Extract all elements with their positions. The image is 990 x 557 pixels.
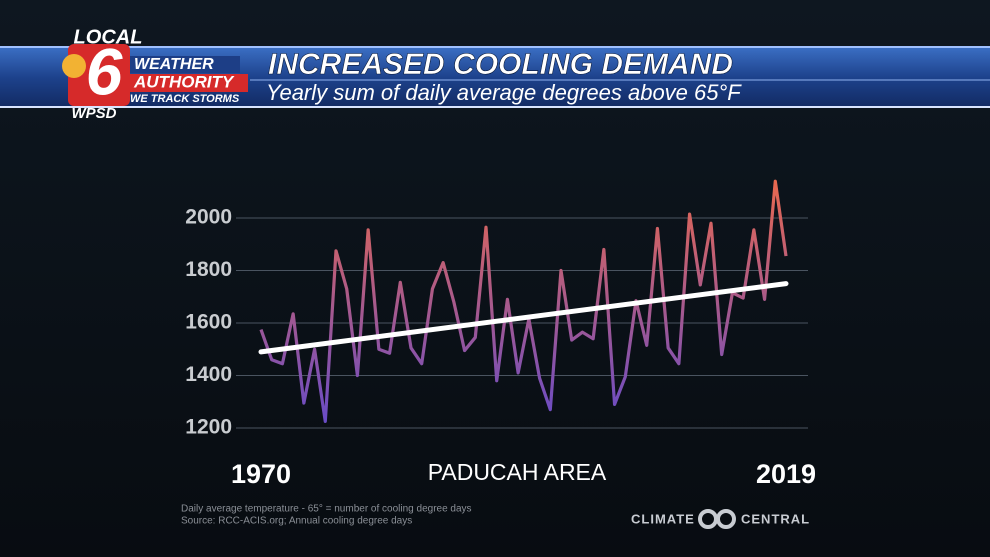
chart-title: INCREASED COOLING DEMAND	[268, 48, 733, 81]
y-tick-label: 1600	[185, 311, 232, 334]
credit-logo: CLIMATE CENTRAL	[631, 509, 810, 529]
y-tick-label: 1400	[185, 363, 232, 386]
credit-text: CENTRAL	[741, 511, 810, 526]
logo-call: WPSD	[72, 105, 117, 122]
brand-box	[130, 74, 248, 92]
footnote: Source: RCC-ACIS.org; Annual cooling deg…	[181, 516, 412, 527]
x-tick-label: 2019	[756, 459, 816, 489]
peacock	[62, 54, 86, 78]
y-tick-label: 1800	[185, 258, 232, 281]
footnote: Daily average temperature - 65° = number…	[181, 504, 472, 515]
y-tick-label: 1200	[185, 416, 232, 439]
credit-text: CLIMATE	[631, 511, 695, 526]
data-line	[259, 179, 788, 424]
station-logo: LOCAL 6 WEATHER AUTHORITY WE TRACK STORM…	[62, 26, 248, 122]
credit-icon	[716, 509, 736, 529]
brand-line: WE TRACK STORMS	[130, 93, 240, 105]
y-tick-label: 2000	[185, 206, 232, 229]
chart-subtitle: Yearly sum of daily average degrees abov…	[266, 80, 742, 105]
x-axis-label: PADUCAH AREA	[428, 459, 607, 485]
brand-box	[130, 56, 240, 73]
logo-local: LOCAL	[74, 26, 143, 48]
x-tick-label: 1970	[231, 459, 291, 489]
brand-line: WEATHER	[134, 56, 214, 73]
brand-line: AUTHORITY	[133, 72, 235, 91]
logo-number: 6	[86, 34, 124, 108]
trend-line	[258, 281, 789, 355]
